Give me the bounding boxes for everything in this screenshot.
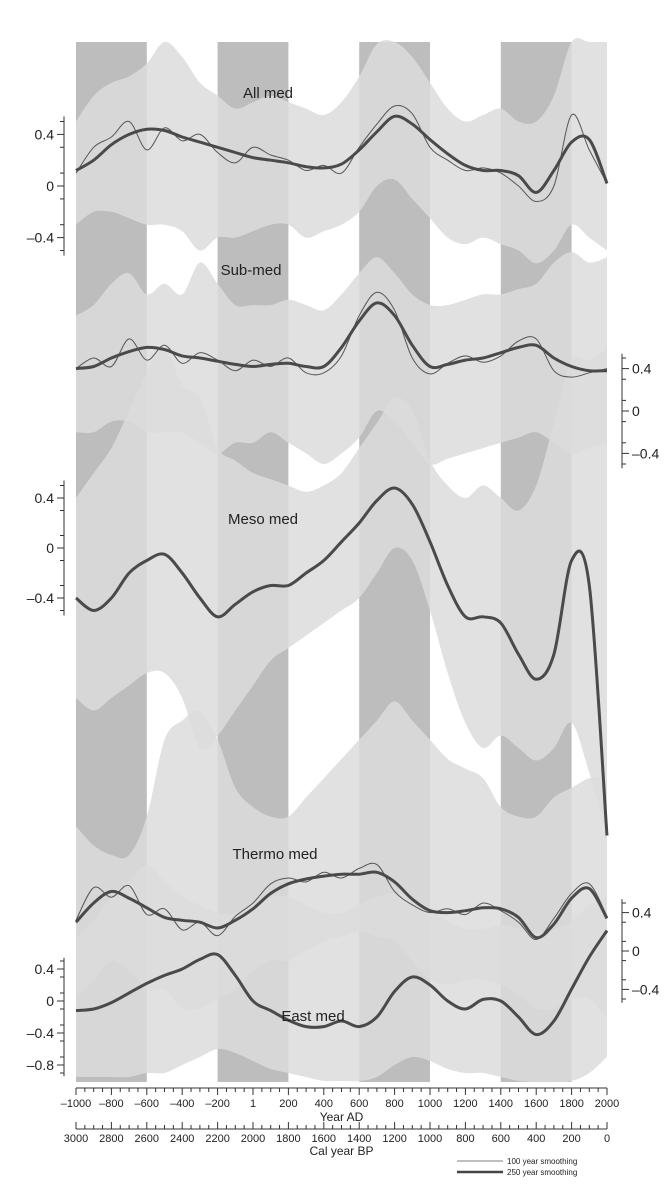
panel-labels: All med Sub-med Meso med Thermo med East med [221,85,345,1025]
bp-tick-label: 1800 [276,1133,300,1145]
y-tick-label: 0 [46,993,54,1009]
y-tick-label: 0 [46,540,54,556]
bp-tick-label: 400 [527,1133,545,1145]
x-tick-label: 200 [279,1098,297,1110]
series-100-1 [75,291,608,378]
series-250-2 [75,486,609,836]
panel-label: East med [281,1008,344,1025]
y-tick-label: 0 [632,403,640,419]
y-tick-label: –0.4 [632,981,659,997]
x-tick-label: 2000 [595,1098,619,1110]
y-tick-label: –0.4 [632,445,659,461]
x-tick-label: 1200 [453,1098,477,1110]
x-tick-label: –400 [170,1098,194,1110]
envelope-0 [76,38,607,264]
bp-tick-label: 0 [604,1133,610,1145]
series-100-3 [75,862,608,940]
bp-tick-label: 2200 [205,1133,229,1145]
series-100-0 [75,105,608,203]
panel-label: All med [243,85,293,102]
legend-label-250: 250 year smoothing [507,1168,577,1177]
envelope-1 [76,252,607,465]
axes: 0.4 0 –0.4 0.4 0 –0.4 0.4 0 –0.4 0.4 0 –0.4 0.4 0 –0.4… [27,116,659,1158]
x-tick-label: 1400 [489,1098,513,1110]
x-tick-label: 1800 [559,1098,583,1110]
panel-label: Meso med [228,511,298,528]
bp-tick-label: 1600 [312,1133,336,1145]
series-250-4 [75,929,609,1037]
x-tick-label: 400 [315,1098,333,1110]
bp-tick-label: 2000 [241,1133,265,1145]
bp-tick-label: 1400 [347,1133,371,1145]
bp-axis-title: Cal year BP [309,1144,373,1158]
x-tick-label: 800 [385,1098,403,1110]
y-tick-label: 0.4 [632,361,652,377]
y-tick-label: –0.8 [27,1057,54,1073]
panel-label: Thermo med [232,846,317,863]
x-axis-title: Year AD [320,1110,364,1124]
y-tick-label: –0.4 [27,1025,54,1041]
x-tick-label: –200 [205,1098,229,1110]
envelope-4 [76,865,607,1083]
bp-tick-label: 200 [562,1133,580,1145]
series-250-1 [75,301,608,373]
x-tick-label: –1000 [61,1098,92,1110]
bp-tick-label: 2800 [99,1133,123,1145]
bp-tick-label: 1200 [382,1133,406,1145]
bp-tick-label: 1000 [418,1133,442,1145]
y-tick-label: 0 [632,943,640,959]
bp-tick-label: 3000 [64,1133,88,1145]
y-tick-label: –0.4 [27,590,54,606]
bp-tick-label: 600 [492,1133,510,1145]
bp-tick-label: 2600 [135,1133,159,1145]
y-tick-label: 0.4 [632,905,652,921]
x-tick-label: 1000 [418,1098,442,1110]
legend-label-100: 100 year smoothing [507,1157,577,1166]
x-tick-label: –800 [99,1098,123,1110]
y-tick-label: 0 [46,178,54,194]
bp-tick-label: 2400 [170,1133,194,1145]
legend: 100 year smoothing 250 year smoothing [457,1157,577,1177]
y-tick-label: 0.4 [35,961,55,977]
confidence-envelopes [76,38,607,1083]
panel-label: Sub-med [221,262,282,279]
bp-tick-label: 800 [456,1133,474,1145]
x-tick-label: 1600 [524,1098,548,1110]
x-tick-label: 1 [250,1098,256,1110]
x-tick-label: 600 [350,1098,368,1110]
series-250-3 [74,870,609,940]
x-tick-label: –600 [135,1098,159,1110]
series-250-0 [75,114,609,194]
y-tick-label: –0.4 [27,230,54,246]
series-lines [74,105,609,1037]
y-tick-label: 0.4 [35,126,55,142]
envelope-2 [76,347,607,836]
y-tick-label: 0.4 [35,490,55,506]
